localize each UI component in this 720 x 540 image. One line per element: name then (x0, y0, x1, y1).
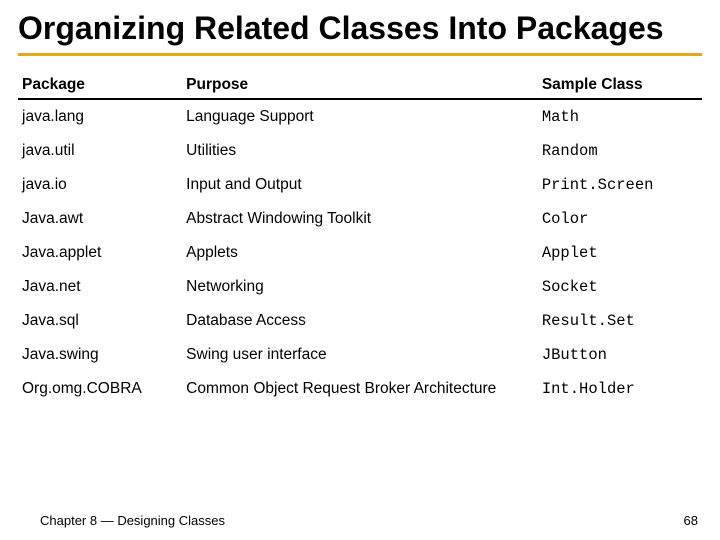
page-title: Organizing Related Classes Into Packages (18, 10, 702, 56)
cell-sample: Print.Screen (538, 168, 702, 202)
cell-purpose: Common Object Request Broker Architectur… (182, 372, 538, 406)
cell-purpose: Abstract Windowing Toolkit (182, 202, 538, 236)
cell-package: Java.awt (18, 202, 182, 236)
table-row: java.util Utilities Random (18, 134, 702, 168)
slide-footer: Chapter 8 — Designing Classes 68 (40, 513, 698, 528)
col-header-sample: Sample Class (538, 70, 702, 99)
col-header-package: Package (18, 70, 182, 99)
packages-table: Package Purpose Sample Class java.lang L… (18, 70, 702, 406)
cell-sample: Random (538, 134, 702, 168)
table-row: Org.omg.COBRA Common Object Request Brok… (18, 372, 702, 406)
cell-purpose: Swing user interface (182, 338, 538, 372)
col-header-purpose: Purpose (182, 70, 538, 99)
footer-chapter: Chapter 8 — Designing Classes (40, 513, 225, 528)
cell-package: java.lang (18, 99, 182, 134)
cell-sample: Applet (538, 236, 702, 270)
cell-sample: Int.Holder (538, 372, 702, 406)
cell-purpose: Input and Output (182, 168, 538, 202)
footer-page-number: 68 (684, 513, 698, 528)
cell-purpose: Database Access (182, 304, 538, 338)
table-row: Java.sql Database Access Result.Set (18, 304, 702, 338)
cell-package: Java.swing (18, 338, 182, 372)
cell-sample: JButton (538, 338, 702, 372)
cell-purpose: Utilities (182, 134, 538, 168)
cell-package: Java.applet (18, 236, 182, 270)
cell-package: Org.omg.COBRA (18, 372, 182, 406)
table-row: java.lang Language Support Math (18, 99, 702, 134)
cell-purpose: Language Support (182, 99, 538, 134)
table-header-row: Package Purpose Sample Class (18, 70, 702, 99)
cell-package: java.io (18, 168, 182, 202)
cell-package: java.util (18, 134, 182, 168)
cell-sample: Socket (538, 270, 702, 304)
cell-package: Java.sql (18, 304, 182, 338)
cell-purpose: Networking (182, 270, 538, 304)
cell-sample: Color (538, 202, 702, 236)
cell-sample: Result.Set (538, 304, 702, 338)
table-row: Java.awt Abstract Windowing Toolkit Colo… (18, 202, 702, 236)
table-row: Java.net Networking Socket (18, 270, 702, 304)
cell-purpose: Applets (182, 236, 538, 270)
table-row: Java.applet Applets Applet (18, 236, 702, 270)
table-row: Java.swing Swing user interface JButton (18, 338, 702, 372)
table-row: java.io Input and Output Print.Screen (18, 168, 702, 202)
cell-package: Java.net (18, 270, 182, 304)
cell-sample: Math (538, 99, 702, 134)
